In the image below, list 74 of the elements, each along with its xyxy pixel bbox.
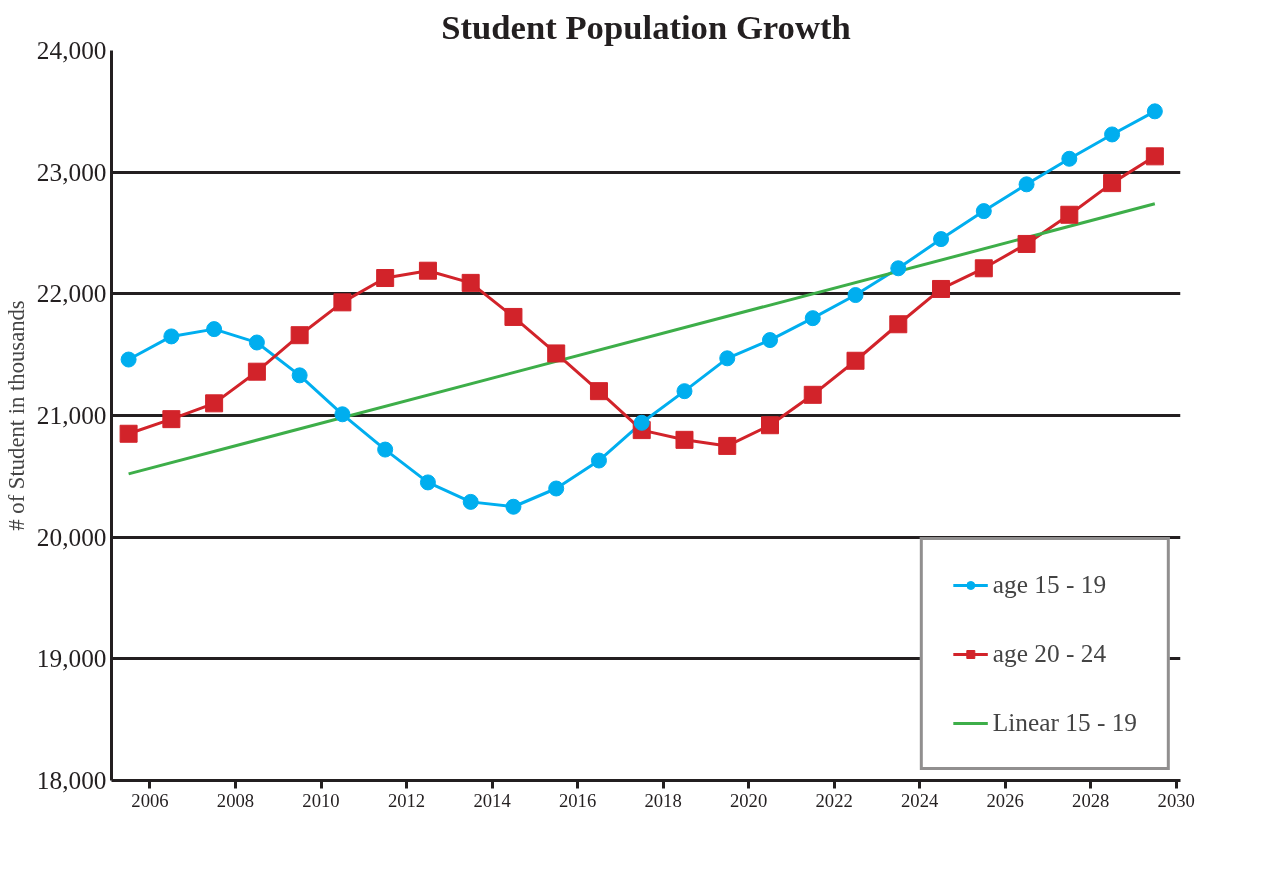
point	[719, 350, 736, 367]
y-axis-title: # of Student in thousands	[3, 300, 29, 531]
x-tick-label: 2022	[815, 789, 853, 811]
point	[419, 474, 436, 491]
point	[504, 307, 523, 326]
x-tick-label: 2024	[901, 789, 939, 811]
x-tick-label: 2016	[558, 789, 597, 811]
point	[633, 414, 650, 431]
point	[334, 406, 351, 423]
x-tick-label: 2030	[1157, 789, 1195, 811]
y-tick-label: 18,000	[36, 766, 107, 794]
point	[377, 441, 394, 458]
point	[418, 261, 437, 280]
point	[1103, 174, 1122, 193]
x-tick-label: 2010	[302, 789, 340, 811]
point	[890, 260, 907, 277]
point	[205, 394, 224, 413]
point	[1146, 103, 1163, 120]
point	[974, 259, 993, 278]
x-tick-label: 2008	[216, 789, 255, 811]
point	[975, 203, 992, 220]
y-tick-label: 20,000	[36, 522, 107, 551]
point	[333, 293, 352, 312]
y-tick-label: 24,000	[36, 36, 107, 64]
y-tick-label: 21,000	[36, 401, 107, 429]
point	[547, 344, 566, 363]
point	[718, 436, 737, 455]
legend-label: age 15 - 19	[992, 570, 1107, 599]
x-tick-label: 2006	[131, 789, 169, 811]
point	[1061, 150, 1078, 167]
point	[589, 382, 608, 401]
point	[548, 480, 565, 497]
point	[762, 332, 778, 349]
x-tick-label: 2012	[387, 789, 426, 811]
point	[120, 351, 137, 368]
point	[1060, 205, 1079, 224]
point	[1017, 234, 1036, 253]
x-tick-label: 2026	[986, 789, 1024, 811]
point	[932, 279, 951, 298]
point	[933, 231, 950, 248]
x-tick-label: 2014	[473, 789, 512, 811]
legend-label: age 20 - 24	[992, 639, 1107, 668]
point	[847, 287, 864, 304]
point	[291, 367, 308, 384]
point	[1104, 126, 1121, 143]
point	[206, 321, 223, 338]
point	[590, 452, 607, 469]
point	[1145, 147, 1164, 166]
point	[1018, 176, 1035, 193]
point	[804, 310, 821, 327]
point	[676, 383, 693, 400]
point	[119, 424, 138, 443]
point	[247, 362, 266, 381]
point	[290, 326, 309, 345]
chart-title: Student Population Growth	[441, 7, 851, 46]
y-tick-label: 23,000	[36, 157, 107, 186]
x-tick-label: 2020	[729, 789, 768, 811]
point	[163, 328, 180, 345]
point	[461, 273, 480, 292]
point	[803, 385, 822, 404]
point	[505, 498, 522, 515]
y-tick-label: 22,000	[36, 279, 107, 308]
point	[162, 410, 181, 429]
x-tick-label: 2018	[644, 789, 682, 811]
x-tick-label: 2028	[1072, 789, 1110, 811]
point	[761, 416, 779, 435]
point	[889, 315, 908, 334]
y-tick-label: 19,000	[36, 644, 107, 673]
point	[376, 269, 395, 288]
point	[462, 493, 479, 510]
point	[675, 430, 694, 449]
legend-label: Linear 15 - 19	[992, 708, 1137, 737]
point	[846, 351, 865, 370]
point	[248, 334, 265, 351]
